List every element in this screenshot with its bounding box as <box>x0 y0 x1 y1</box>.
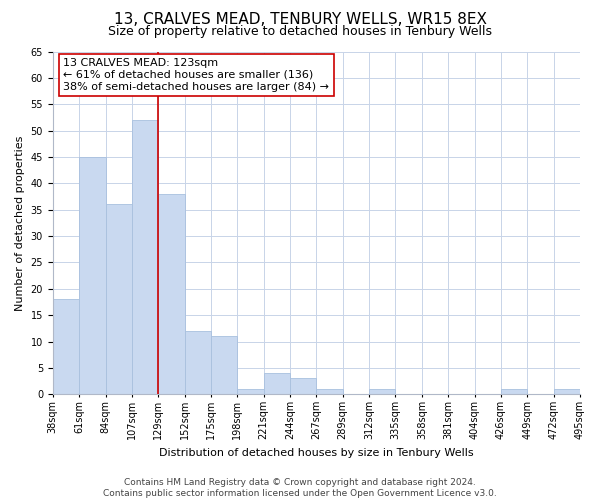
Bar <box>263 373 290 394</box>
Y-axis label: Number of detached properties: Number of detached properties <box>15 135 25 310</box>
Bar <box>501 389 527 394</box>
Text: 13 CRALVES MEAD: 123sqm
← 61% of detached houses are smaller (136)
38% of semi-d: 13 CRALVES MEAD: 123sqm ← 61% of detache… <box>64 58 329 92</box>
Bar <box>316 389 343 394</box>
Bar <box>554 389 580 394</box>
Bar <box>211 336 238 394</box>
Bar <box>79 157 106 394</box>
Bar <box>106 204 132 394</box>
Text: 13, CRALVES MEAD, TENBURY WELLS, WR15 8EX: 13, CRALVES MEAD, TENBURY WELLS, WR15 8E… <box>113 12 487 28</box>
Bar <box>238 389 263 394</box>
Text: Size of property relative to detached houses in Tenbury Wells: Size of property relative to detached ho… <box>108 25 492 38</box>
Text: Contains HM Land Registry data © Crown copyright and database right 2024.
Contai: Contains HM Land Registry data © Crown c… <box>103 478 497 498</box>
Bar <box>53 300 79 394</box>
Bar <box>290 378 316 394</box>
Bar <box>185 331 211 394</box>
Bar <box>132 120 158 394</box>
X-axis label: Distribution of detached houses by size in Tenbury Wells: Distribution of detached houses by size … <box>159 448 474 458</box>
Bar <box>158 194 185 394</box>
Bar <box>369 389 395 394</box>
